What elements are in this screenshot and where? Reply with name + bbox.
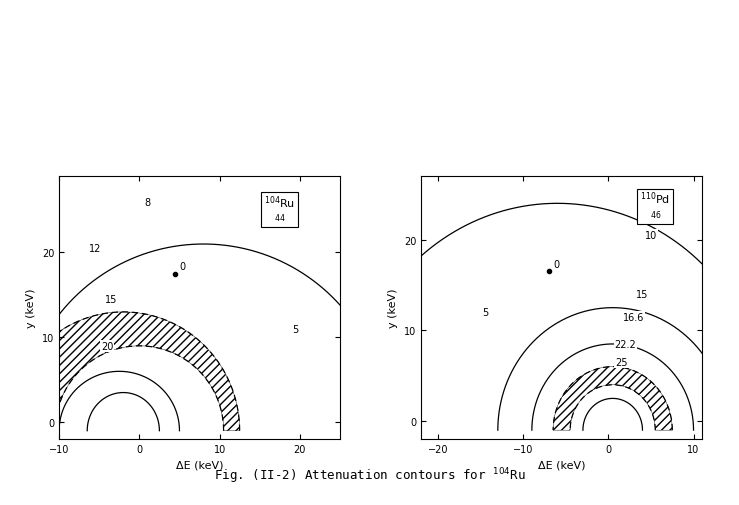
Text: 22.2: 22.2 (615, 339, 636, 349)
Text: $^{104}$Ru
$_{44}$: $^{104}$Ru $_{44}$ (265, 194, 296, 225)
Text: 15: 15 (636, 289, 649, 299)
Text: 0: 0 (553, 260, 559, 269)
X-axis label: ΔE (keV): ΔE (keV) (176, 460, 223, 470)
X-axis label: ΔE (keV): ΔE (keV) (538, 460, 585, 470)
Text: 0: 0 (180, 262, 185, 272)
Y-axis label: y (keV): y (keV) (389, 288, 398, 328)
Text: 12: 12 (89, 244, 101, 254)
Text: 8: 8 (144, 197, 151, 207)
Text: 15: 15 (105, 294, 118, 305)
Text: Fig. (II-2) Attenuation contours for $^{104}$Ru: Fig. (II-2) Attenuation contours for $^{… (214, 465, 525, 485)
Polygon shape (7, 312, 239, 431)
Y-axis label: y (keV): y (keV) (27, 288, 36, 328)
Text: 10: 10 (645, 231, 657, 240)
Text: $^{110}$Pd
$_{46}$: $^{110}$Pd $_{46}$ (640, 190, 670, 222)
Text: 20: 20 (101, 341, 114, 351)
Text: 5: 5 (293, 324, 299, 334)
Text: 25: 25 (615, 358, 627, 367)
Text: 16.6: 16.6 (623, 312, 644, 322)
Polygon shape (553, 367, 672, 430)
Text: 5: 5 (482, 308, 488, 318)
